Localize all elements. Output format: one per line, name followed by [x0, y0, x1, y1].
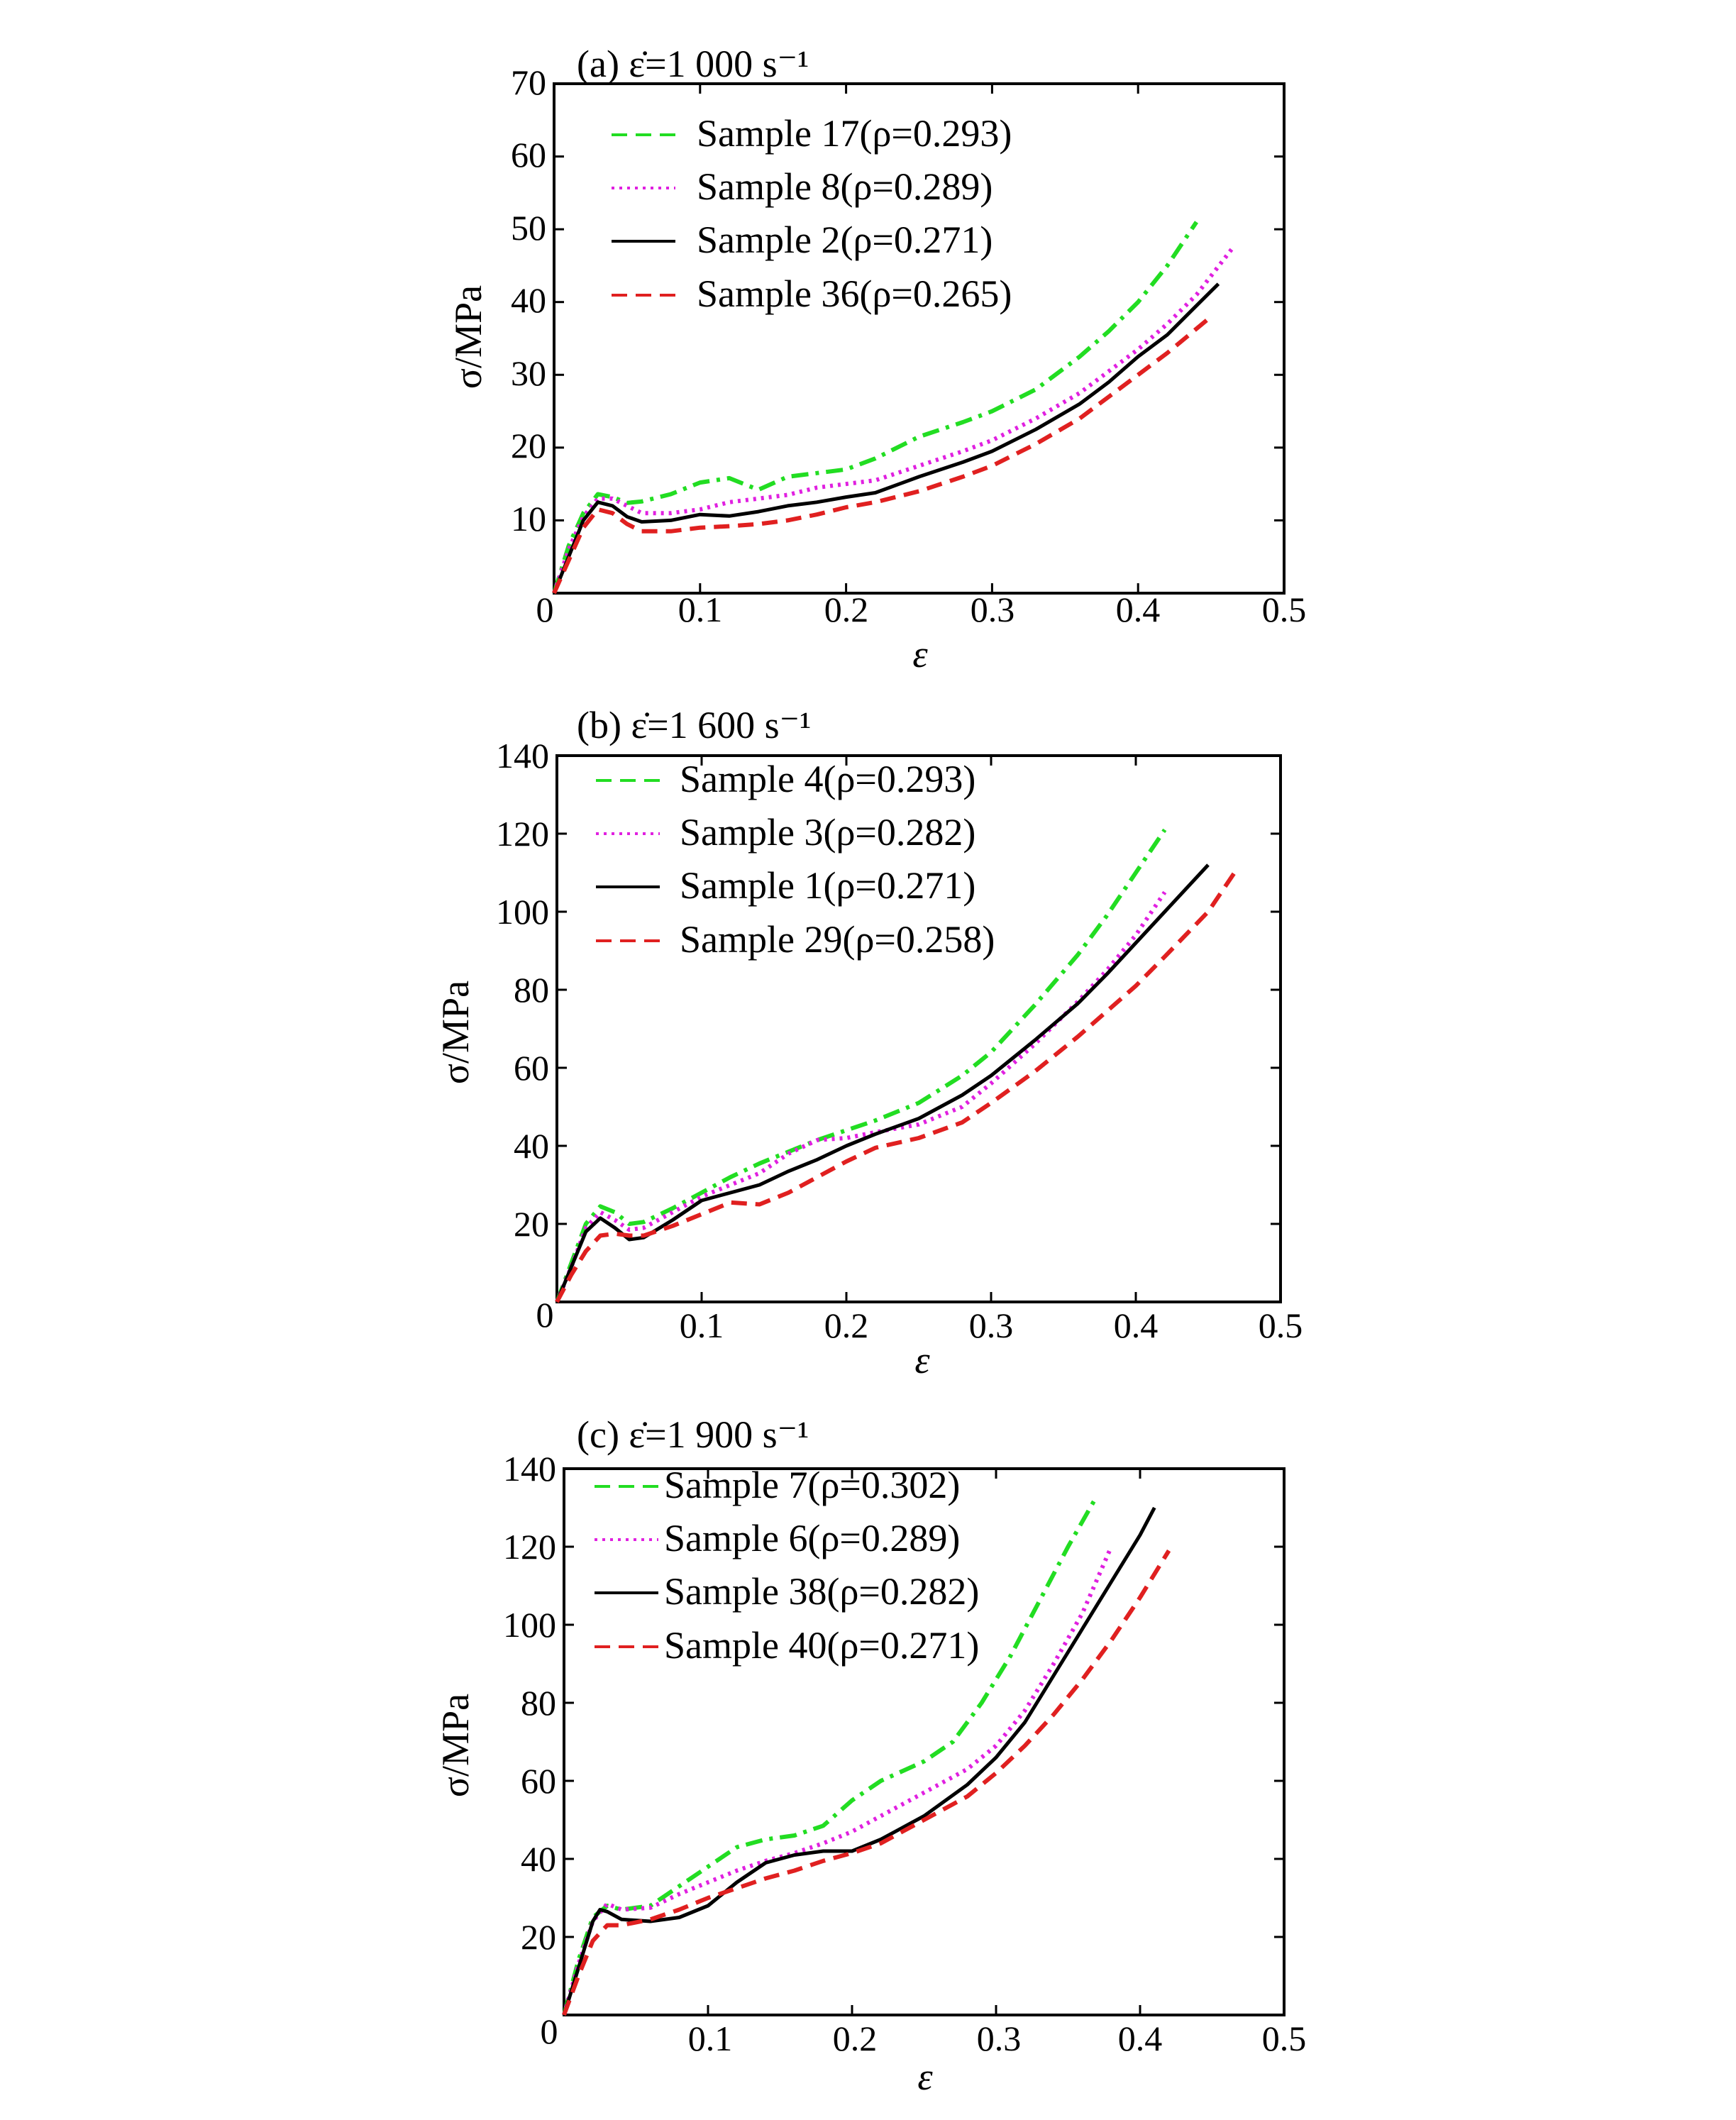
- series-line-0: [552, 221, 1198, 594]
- panel-b: (b) ε̇=1 600 s⁻¹ σ/MPa ε 0 0.1 0.2 0.3 0…: [434, 704, 1303, 1381]
- x-axis-label: ε: [912, 633, 928, 675]
- series-line-3: [562, 1549, 1171, 2016]
- y-tick-label: 100: [503, 1605, 556, 1645]
- y-tick-label: 60: [521, 1761, 556, 1801]
- x-tick-labels: 0 0.1 0.2 0.3 0.4 0.5: [541, 2011, 1307, 2058]
- y-tick-label: 20: [511, 426, 546, 465]
- x-tick-label: 0.2: [824, 1305, 869, 1345]
- y-tick-label: 40: [511, 280, 546, 320]
- plot-frame: [553, 82, 1286, 595]
- legend-label: Sample 1(ρ=0.271): [680, 864, 975, 907]
- panel-title: (c) ε̇=1 900 s⁻¹: [577, 1413, 809, 1456]
- y-tick-label: 140: [503, 1449, 556, 1489]
- y-tick-label: 10: [511, 499, 546, 539]
- x-tick-label: 0.4: [1114, 1305, 1159, 1345]
- x-tick-label: 0.1: [688, 2019, 733, 2058]
- x-tick-label: 0.4: [1116, 590, 1161, 629]
- plot-frame: [555, 754, 1282, 1303]
- y-axis-label: σ/MPa: [434, 1694, 477, 1797]
- y-tick-label: 120: [503, 1527, 556, 1567]
- legend-label: Sample 7(ρ=0.302): [664, 1464, 960, 1506]
- series-line-0: [562, 1495, 1099, 2016]
- panel-a: (a) ε̇=1 000 s⁻¹ σ/MPa ε 0 0.1 0.2 0.3 0…: [447, 43, 1306, 675]
- legend: Sample 7(ρ=0.302) Sample 6(ρ=0.289) Samp…: [595, 1464, 979, 1667]
- y-tick-label: 140: [496, 736, 549, 775]
- tick-marks: [563, 1467, 1286, 2016]
- series-lines: [562, 1495, 1171, 2016]
- x-tick-label: 0.5: [1259, 1305, 1303, 1345]
- x-tick-label: 0.5: [1262, 590, 1307, 629]
- y-tick-labels: 20 40 60 80 100 120 140: [503, 1449, 556, 1957]
- x-tick-label: 0.3: [977, 2019, 1022, 2058]
- y-tick-label: 20: [521, 1917, 556, 1957]
- x-tick-label: 0.3: [971, 590, 1015, 629]
- legend-label: Sample 2(ρ=0.271): [697, 219, 993, 261]
- tick-marks: [553, 82, 1286, 595]
- x-tick-label: 0.1: [680, 1305, 724, 1345]
- series-line-2: [552, 282, 1220, 594]
- legend-label: Sample 4(ρ=0.293): [680, 758, 975, 800]
- y-tick-label: 40: [514, 1126, 549, 1166]
- legend-label: Sample 8(ρ=0.289): [697, 165, 993, 208]
- series-lines: [555, 828, 1239, 1303]
- y-tick-label: 100: [496, 892, 549, 932]
- series-lines: [552, 221, 1235, 595]
- y-tick-label: 60: [514, 1048, 549, 1088]
- y-tick-labels: 10 20 30 40 50 60 70: [511, 62, 546, 539]
- legend-label: Sample 38(ρ=0.282): [664, 1570, 979, 1613]
- series-line-1: [562, 1545, 1114, 2016]
- series-line-2: [562, 1506, 1156, 2016]
- legend-label: Sample 40(ρ=0.271): [664, 1624, 979, 1667]
- y-tick-label: 70: [511, 62, 546, 102]
- y-tick-label: 40: [521, 1839, 556, 1879]
- series-line-3: [552, 314, 1213, 595]
- legend: Sample 17(ρ=0.293) Sample 8(ρ=0.289) Sam…: [612, 112, 1012, 315]
- panel-title: (b) ε̇=1 600 s⁻¹: [577, 704, 811, 746]
- x-tick-label: 0.2: [824, 590, 869, 629]
- y-axis-label: σ/MPa: [447, 285, 490, 389]
- x-tick-label: 0.5: [1262, 2019, 1307, 2058]
- x-tick-label: 0: [536, 590, 554, 629]
- x-tick-label: 0.3: [969, 1305, 1014, 1345]
- plot-frame: [563, 1467, 1286, 2016]
- x-tick-labels: 0 0.1 0.2 0.3 0.4 0.5: [536, 590, 1307, 629]
- legend-label: Sample 3(ρ=0.282): [680, 811, 975, 854]
- series-line-2: [555, 863, 1210, 1303]
- y-tick-label: 20: [514, 1204, 549, 1244]
- y-tick-labels: 20 40 60 80 100 120 140: [496, 736, 549, 1244]
- y-tick-label: 60: [511, 135, 546, 175]
- y-tick-label: 120: [496, 814, 549, 854]
- legend-label: Sample 6(ρ=0.289): [664, 1517, 960, 1559]
- y-tick-label: 50: [511, 208, 546, 248]
- x-tick-label: 0.2: [833, 2019, 878, 2058]
- panel-c: (c) ε̇=1 900 s⁻¹ σ/MPa ε 0 0.1 0.2 0.3 0…: [434, 1413, 1306, 2098]
- x-axis-label: ε: [914, 1339, 930, 1381]
- panel-title: (a) ε̇=1 000 s⁻¹: [577, 43, 809, 85]
- x-tick-label: 0: [536, 1295, 554, 1335]
- x-tick-labels: 0 0.1 0.2 0.3 0.4 0.5: [536, 1295, 1303, 1345]
- y-tick-label: 80: [521, 1683, 556, 1723]
- legend-label: Sample 17(ρ=0.293): [697, 112, 1012, 155]
- legend-label: Sample 36(ρ=0.265): [697, 272, 1012, 315]
- series-line-1: [552, 245, 1235, 594]
- y-axis-label: σ/MPa: [434, 981, 477, 1084]
- x-axis-label: ε: [917, 2055, 933, 2098]
- y-tick-label: 80: [514, 970, 549, 1010]
- legend: Sample 4(ρ=0.293) Sample 3(ρ=0.282) Samp…: [596, 758, 995, 961]
- x-tick-label: 0.1: [678, 590, 723, 629]
- x-tick-label: 0.4: [1118, 2019, 1163, 2058]
- x-tick-label: 0: [541, 2011, 558, 2051]
- y-tick-label: 30: [511, 353, 546, 393]
- legend-label: Sample 29(ρ=0.258): [680, 918, 995, 961]
